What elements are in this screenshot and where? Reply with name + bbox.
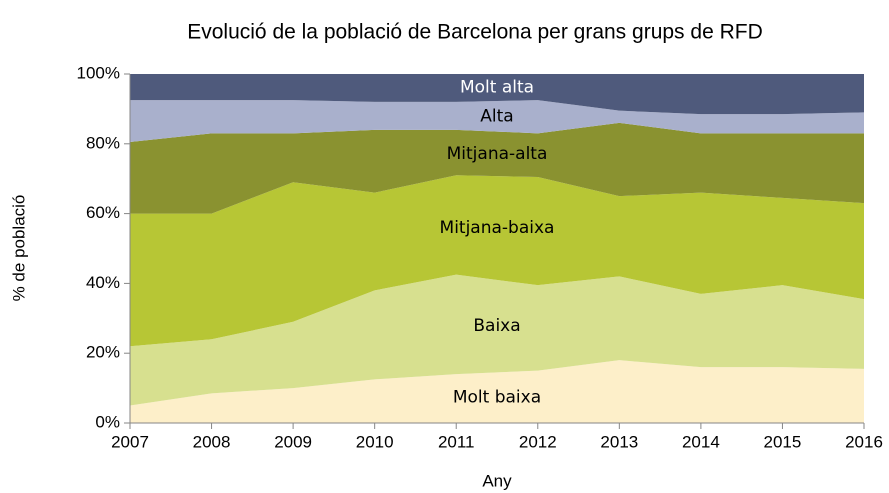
x-tick-label: 2009 <box>274 432 312 451</box>
y-tick-label: 0% <box>95 412 120 431</box>
x-tick-label: 2011 <box>438 432 475 451</box>
series-label: Molt alta <box>460 78 534 98</box>
x-tick-label: 2010 <box>356 432 394 451</box>
y-axis-label: % de població <box>9 195 28 302</box>
x-tick-label: 2013 <box>600 432 638 451</box>
x-tick-label: 2012 <box>519 432 557 451</box>
x-axis-label: Any <box>482 471 512 490</box>
x-tick-label: 2007 <box>111 432 149 451</box>
x-tick-label: 2015 <box>764 432 802 451</box>
x-tick-label: 2008 <box>193 432 231 451</box>
x-tick-label: 2014 <box>682 432 720 451</box>
area <box>130 122 864 214</box>
series-label: Alta <box>480 106 513 126</box>
series-label: Molt baixa <box>453 388 541 408</box>
y-tick-label: 20% <box>86 343 120 362</box>
y-tick-label: 40% <box>86 273 120 292</box>
series-label: Mitjana-alta <box>447 144 548 164</box>
chart-title: Evolució de la població de Barcelona per… <box>187 21 763 44</box>
area <box>130 100 864 143</box>
y-tick-label: 80% <box>86 133 120 152</box>
series-label: Baixa <box>473 316 520 336</box>
area <box>130 360 864 423</box>
area <box>130 274 864 406</box>
series-label: Mitjana-baixa <box>440 218 555 238</box>
area <box>130 74 864 115</box>
x-tick-label: 2016 <box>845 432 883 451</box>
y-tick-label: 60% <box>86 203 120 222</box>
area <box>130 175 864 347</box>
y-tick-label: 100% <box>77 63 120 82</box>
